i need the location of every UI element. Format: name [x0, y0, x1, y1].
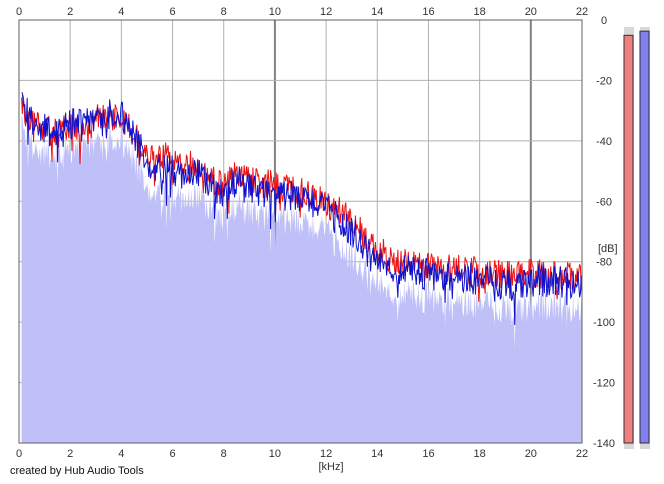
left-level-meter: [623, 34, 634, 444]
x-tick-label: 10: [269, 448, 281, 460]
x-axis-label: [kHz]: [318, 461, 343, 473]
x-tick-label: 10: [269, 6, 281, 18]
x-tick-label: 0: [16, 6, 22, 18]
x-tick-label: 2: [67, 6, 73, 18]
credit-text: created by Hub Audio Tools: [10, 465, 144, 477]
y-tick-label: -100: [593, 317, 615, 329]
x-ticks-top: 0 2 4 6 8 10 12 14 16 18 20 22: [16, 6, 588, 18]
x-tick-label: 6: [169, 448, 175, 460]
x-tick-label: 20: [525, 448, 537, 460]
x-tick-label: 6: [169, 6, 175, 18]
x-tick-label: 8: [221, 448, 227, 460]
x-tick-label: 2: [67, 448, 73, 460]
x-tick-label: 4: [118, 6, 124, 18]
x-tick-label: 12: [320, 6, 332, 18]
y-tick-label: -80: [596, 257, 612, 269]
right-level-meter: [639, 30, 650, 444]
x-tick-label: 16: [422, 448, 434, 460]
plot-frame: [18, 19, 583, 444]
x-tick-label: 18: [474, 6, 486, 18]
level-meters: [623, 27, 650, 449]
y-tick-label: -20: [596, 75, 612, 87]
x-ticks-bottom: 0 2 4 6 8 10 12 14 16 18 20 22: [16, 448, 588, 460]
y-tick-label: -40: [596, 136, 612, 148]
y-axis-label: [dB]: [598, 243, 618, 255]
x-tick-label: 22: [576, 6, 588, 18]
spectrum-lines: [21, 92, 583, 325]
y-tick-label: 0: [601, 15, 607, 27]
x-tick-label: 22: [576, 448, 588, 460]
y-ticks: 0 -20 -40 -60 -80 -100 -120 -140: [593, 15, 615, 450]
x-tick-label: 14: [371, 448, 383, 460]
x-tick-label: 0: [16, 448, 22, 460]
x-tick-label: 16: [422, 6, 434, 18]
x-tick-label: 12: [320, 448, 332, 460]
y-tick-label: -60: [596, 196, 612, 208]
x-tick-label: 8: [221, 6, 227, 18]
y-tick-label: -120: [593, 378, 615, 390]
x-tick-label: 20: [525, 6, 537, 18]
right-channel-line: [21, 92, 583, 325]
y-tick-label: -140: [593, 438, 615, 450]
spectrum-fill: [21, 117, 583, 443]
x-tick-label: 14: [371, 6, 383, 18]
x-tick-label: 18: [474, 448, 486, 460]
spectrum-area: [21, 117, 583, 443]
x-tick-label: 4: [118, 448, 124, 460]
